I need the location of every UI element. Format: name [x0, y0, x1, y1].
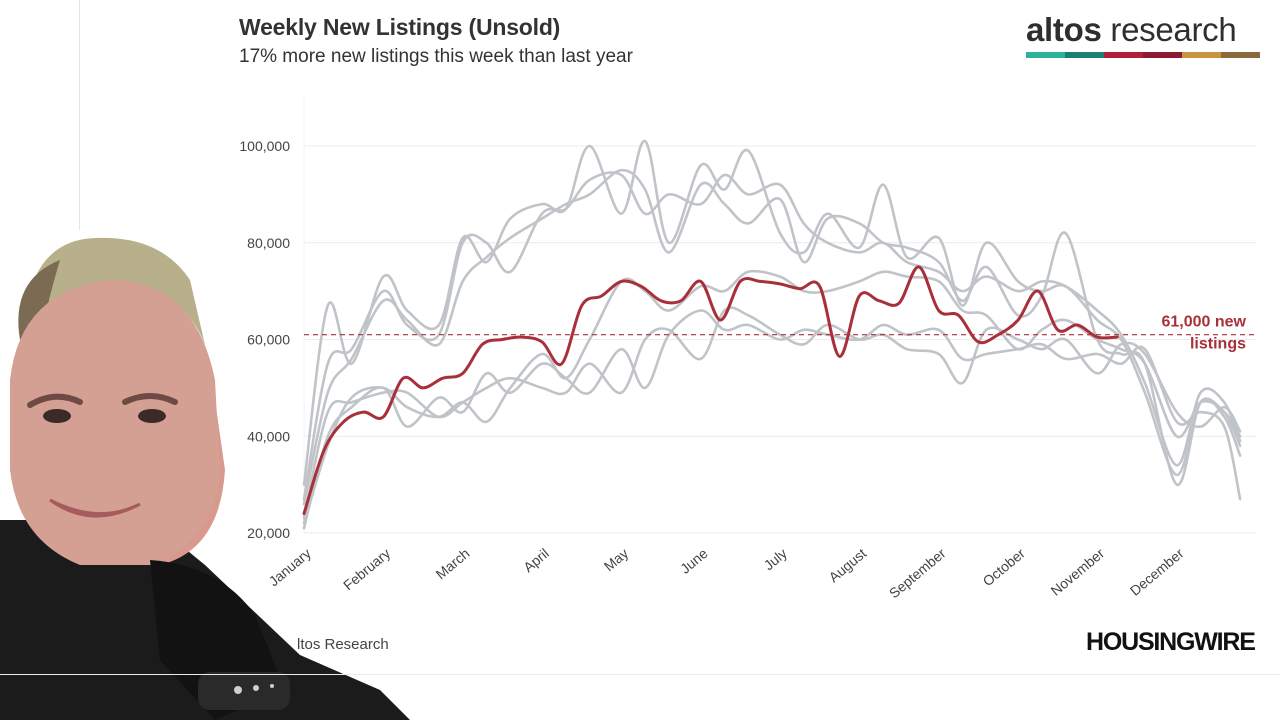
- x-tick-label: June: [677, 545, 711, 577]
- y-tick-label: 40,000: [247, 428, 290, 444]
- brand-stripe-segment: [1065, 52, 1104, 58]
- brand-stripe-segment: [1026, 52, 1065, 58]
- x-tick-label: April: [520, 545, 552, 575]
- altos-research-logo: altos research: [1026, 10, 1260, 58]
- brand-stripe-segment: [1182, 52, 1221, 58]
- prior-year-line: [302, 171, 1242, 501]
- annotation-label-line2: listings: [1190, 336, 1246, 353]
- y-tick-label: 100,000: [239, 138, 290, 154]
- annotation-label-line1: 61,000 new: [1162, 314, 1247, 331]
- brand-stripe-segment: [1143, 52, 1182, 58]
- y-tick-label: 60,000: [247, 332, 290, 348]
- prior-year-line: [302, 309, 1242, 530]
- brand-name-part1: altos: [1026, 11, 1102, 48]
- x-tick-label: September: [886, 545, 949, 601]
- brand-color-stripe: [1026, 52, 1260, 58]
- x-tick-label: March: [433, 545, 473, 582]
- x-tick-label: October: [979, 545, 1028, 589]
- x-tick-label: November: [1047, 545, 1107, 599]
- prior-year-line: [302, 168, 1242, 506]
- brand-name-part2: research: [1101, 11, 1237, 48]
- brand-wordmark: altos research: [1026, 10, 1260, 50]
- source-credit: ltos Research: [297, 636, 389, 653]
- prior-year-line: [302, 139, 1242, 486]
- left-divider: [79, 0, 80, 230]
- footer-divider: [0, 674, 1280, 675]
- prior-year-line: [302, 306, 1242, 520]
- x-tick-label: December: [1127, 545, 1187, 599]
- x-tick-label: May: [601, 545, 632, 574]
- current-year-line: [302, 265, 1119, 516]
- presenter-video-overlay: [0, 237, 410, 720]
- brand-stripe-segment: [1104, 52, 1143, 58]
- x-tick-label: August: [826, 545, 870, 585]
- y-tick-label: 20,000: [247, 525, 290, 541]
- x-tick-label: July: [761, 545, 790, 573]
- chart-title: Weekly New Listings (Unsold): [239, 14, 561, 40]
- housingwire-logo: HOUSINGWIRE: [1086, 628, 1256, 656]
- chart-subtitle: 17% more new listings this week than las…: [239, 46, 633, 67]
- y-tick-label: 80,000: [247, 235, 290, 251]
- brand-stripe-segment: [1221, 52, 1260, 58]
